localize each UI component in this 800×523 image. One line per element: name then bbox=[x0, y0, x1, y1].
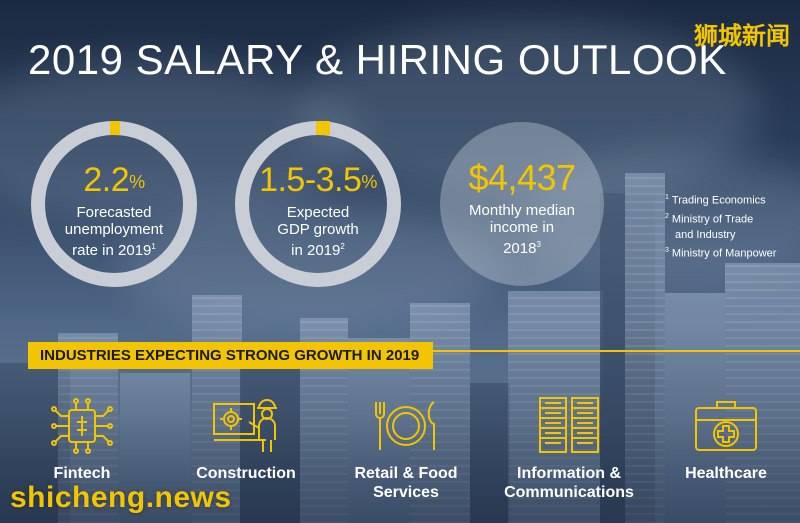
circuit-chip-icon bbox=[51, 398, 113, 454]
industry-info-comms: Information & Communications bbox=[494, 396, 644, 502]
stat-label: Forecasted unemployment rate in 20191 bbox=[64, 204, 164, 259]
server-racks-icon bbox=[539, 397, 599, 453]
stat-value: 2.2% bbox=[83, 161, 145, 199]
industry-fintech: Fintech bbox=[7, 398, 157, 483]
medical-kit-icon bbox=[695, 401, 757, 451]
industry-label: Construction bbox=[196, 465, 296, 482]
plate-cutlery-icon bbox=[375, 401, 435, 450]
source-footnotes: 1 Trading Economics 2 Ministry of Trade an… bbox=[665, 194, 777, 260]
stat-label: Expected GDP growth in 20192 bbox=[277, 204, 359, 259]
stat-gdp-growth: 1.5-3.5% Expected GDP growth in 20192 bbox=[232, 118, 404, 290]
industry-retail-food: Retail & Food Services bbox=[331, 398, 481, 502]
industry-label: Healthcare bbox=[685, 465, 767, 482]
industry-label: Information & Communications bbox=[504, 465, 634, 501]
industry-label: Retail & Food Services bbox=[354, 465, 458, 501]
progress-ring-icon bbox=[31, 121, 197, 287]
stat-value: 1.5-3.5% bbox=[259, 161, 377, 199]
construction-worker-icon bbox=[213, 399, 277, 452]
industry-construction: Construction bbox=[171, 398, 321, 483]
site-watermark: shicheng.news bbox=[10, 481, 232, 514]
industry-healthcare: Healthcare bbox=[651, 398, 800, 483]
progress-ring-icon bbox=[235, 121, 401, 287]
stat-median-income: $4,437 Monthly median income in 20183 bbox=[440, 122, 604, 286]
stat-label: Monthly median income in 20183 bbox=[469, 202, 575, 257]
industries-banner: INDUSTRIES EXPECTING STRONG GROWTH IN 20… bbox=[28, 342, 434, 369]
stat-value: $4,437 bbox=[468, 157, 576, 198]
industry-label: Fintech bbox=[53, 465, 111, 482]
brand-logo-text: 狮城新闻 bbox=[694, 22, 790, 50]
stat-unemployment: 2.2% Forecasted unemployment rate in 201… bbox=[28, 118, 200, 290]
page-title: 2019 SALARY & HIRING OUTLOOK bbox=[28, 36, 727, 83]
